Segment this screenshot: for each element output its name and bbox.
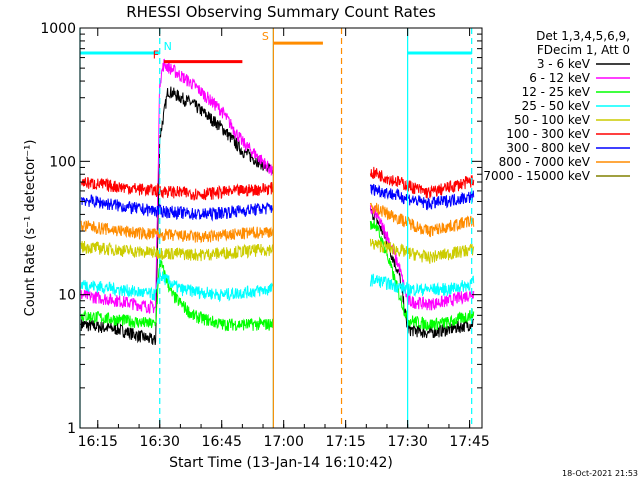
series-4-trace bbox=[80, 240, 274, 262]
series-2-trace bbox=[80, 259, 274, 332]
y-axis-label: Count Rate (s⁻¹ detector⁻¹) bbox=[23, 140, 38, 317]
series-5-trace bbox=[369, 166, 475, 199]
x-tick-label-6: 17:45 bbox=[449, 434, 489, 450]
series-layer bbox=[80, 58, 475, 345]
series-2-trace bbox=[369, 219, 475, 331]
annotation-S-label: S bbox=[262, 30, 269, 43]
series-3-trace bbox=[369, 273, 475, 297]
x-tick-label-5: 17:30 bbox=[387, 434, 427, 450]
annotation-N-label: N bbox=[164, 40, 172, 53]
legend-label-4: 50 - 100 keV bbox=[514, 113, 591, 127]
legend-label-7: 800 - 7000 keV bbox=[499, 155, 591, 169]
axis-layer: 16:15 16:30 16:45 17:00 17:15 17:30 17:45 1 10 10… bbox=[40, 21, 489, 450]
legend-label-0: 3 - 6 keV bbox=[537, 57, 591, 71]
legend-label-2: 12 - 25 keV bbox=[522, 85, 591, 99]
annotation-F-label: F bbox=[153, 49, 159, 62]
x-axis-label: Start Time (13-Jan-14 16:10:42) bbox=[169, 455, 393, 471]
x-tick-label-1: 16:30 bbox=[140, 434, 180, 450]
series-1-trace bbox=[369, 205, 475, 311]
legend-header-0: Det 1,3,4,5,6,9, bbox=[536, 29, 630, 43]
legend-label-6: 300 - 800 keV bbox=[506, 141, 590, 155]
y-tick-label-1: 10 bbox=[58, 288, 76, 304]
legend-label-1: 6 - 12 keV bbox=[529, 71, 591, 85]
legend-label-3: 25 - 50 keV bbox=[522, 99, 591, 113]
series-5-trace bbox=[80, 176, 274, 201]
series-3-trace bbox=[80, 271, 274, 303]
x-tick-label-3: 17:00 bbox=[264, 434, 304, 450]
plot-frame bbox=[79, 27, 483, 429]
y-tick-label-3: 1000 bbox=[40, 21, 76, 37]
series-1-trace bbox=[80, 58, 274, 315]
x-tick-label-0: 16:15 bbox=[78, 434, 118, 450]
timestamp: 18-Oct-2021 21:53 bbox=[562, 469, 638, 478]
chart-title: RHESSI Observing Summary Count Rates bbox=[126, 3, 436, 21]
legend-label-8: 7000 - 15000 keV bbox=[483, 169, 590, 183]
x-tick-label-4: 17:15 bbox=[325, 434, 365, 450]
series-4-trace bbox=[369, 238, 475, 264]
x-tick-label-2: 16:45 bbox=[202, 434, 242, 450]
legend-label-5: 100 - 300 keV bbox=[506, 127, 590, 141]
series-7-trace bbox=[369, 202, 475, 238]
legend-header-1: FDecim 1, Att 0 bbox=[537, 43, 630, 57]
y-tick-label-0: 1 bbox=[67, 421, 76, 437]
y-tick-label-2: 100 bbox=[49, 154, 76, 170]
legend: Det 1,3,4,5,6,9,FDecim 1, Att 03 - 6 keV… bbox=[483, 29, 630, 183]
series-7-trace bbox=[80, 220, 274, 244]
series-0-trace bbox=[80, 86, 274, 345]
series-6-trace bbox=[80, 194, 274, 222]
series-6-trace bbox=[369, 183, 475, 211]
